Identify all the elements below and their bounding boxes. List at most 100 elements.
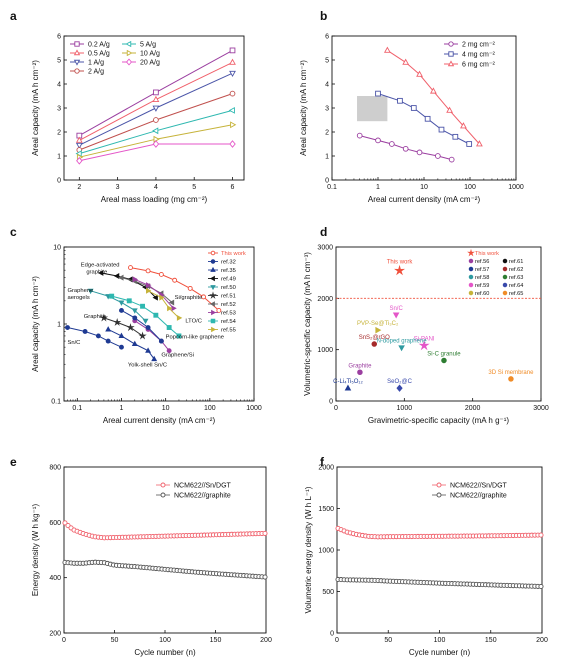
data-point: [229, 140, 236, 148]
legend-marker: [502, 274, 508, 280]
legend-label: ref.57: [475, 267, 489, 273]
annotation-label: Graphene/Si: [161, 352, 194, 358]
legend-marker: [467, 248, 475, 257]
x-axis-label: Areal current density (mA cm⁻²): [103, 416, 216, 425]
data-point: [168, 299, 175, 306]
series-line: [134, 320, 170, 352]
legend-label: ref.51: [221, 294, 236, 300]
data-point: [230, 121, 237, 129]
legend-marker: [502, 266, 508, 272]
legend-marker: [209, 301, 215, 307]
legend-marker: [74, 41, 80, 47]
data-point: [158, 338, 164, 344]
x-tick-label: 100: [464, 184, 476, 191]
data-point: [441, 357, 447, 364]
data-point: [95, 333, 101, 339]
legend-label: This work: [221, 251, 246, 257]
point-label: C-Li₄Ti₅O₁₂: [333, 379, 363, 385]
legend-label: NCM622//graphite: [450, 493, 507, 500]
data-point: [262, 574, 268, 580]
x-tick-label: 50: [384, 637, 392, 644]
y-tick-label: 1000: [317, 347, 333, 354]
point-label: SeO₂@C: [387, 379, 412, 385]
data-point: [187, 285, 193, 291]
legend-label: ref.55: [221, 328, 236, 334]
data-point: [448, 156, 455, 163]
y-tick-label: 4: [57, 82, 61, 89]
data-point: [152, 95, 160, 102]
data-point: [153, 89, 159, 96]
data-point: [118, 300, 125, 306]
x-tick-label: 50: [111, 637, 119, 644]
x-axis-label: Areal mass loading (mg cm⁻²): [101, 195, 208, 204]
point-label: N-doped graphene: [377, 339, 428, 345]
legend-label: 6 mg cm⁻²: [462, 62, 496, 69]
legend-marker: [468, 290, 474, 296]
legend-marker: [436, 482, 442, 488]
data-point: [105, 338, 111, 344]
x-tick-label: 0: [335, 637, 339, 644]
legend-label: NCM622//Sn/DGT: [450, 483, 508, 490]
data-point: [128, 265, 133, 271]
plot-frame: [336, 466, 543, 634]
y-tick-label: 1: [57, 322, 61, 329]
point-label: Si-PANI: [414, 337, 435, 343]
data-point: [146, 282, 152, 289]
x-tick-label: 3: [116, 184, 120, 191]
legend-marker: [125, 58, 133, 66]
y-tick-label: 1000: [318, 548, 334, 555]
data-point: [105, 326, 112, 332]
data-point: [262, 530, 268, 536]
data-point: [113, 317, 122, 326]
point-label: This work: [387, 260, 414, 266]
legend-marker: [468, 282, 474, 288]
x-tick-label: 100: [204, 405, 216, 412]
panel-letter: d: [320, 225, 327, 239]
legend-label: ref.63: [509, 275, 523, 281]
data-point: [371, 341, 378, 347]
series-line: [121, 309, 162, 342]
y-tick-label: 6: [57, 34, 61, 41]
panel-letter: f: [320, 455, 325, 469]
y-tick-label: 0: [57, 178, 61, 185]
legend-label: ref.50: [221, 285, 236, 291]
x-axis-label: Cycle number (n): [134, 648, 196, 657]
data-point: [446, 106, 453, 113]
data-point: [538, 532, 544, 538]
x-tick-label: 150: [210, 637, 222, 644]
data-point: [131, 308, 138, 314]
legend-marker: [210, 318, 216, 324]
y-axis-label: Volumetric energy density (W h L⁻¹): [304, 486, 313, 613]
data-point: [65, 325, 70, 330]
y-tick-label: 0.1: [51, 399, 61, 406]
plot-frame: [63, 466, 267, 634]
data-point: [344, 384, 352, 391]
panel-letter: e: [10, 455, 17, 469]
y-tick-label: 5: [325, 58, 329, 65]
legend-label: NCM622//graphite: [174, 493, 231, 500]
data-point: [375, 137, 381, 144]
data-point: [138, 331, 147, 340]
data-point: [152, 294, 158, 301]
data-point: [388, 141, 395, 147]
x-axis-label: Cycle number (n): [409, 648, 471, 657]
x-tick-label: 6: [231, 184, 235, 191]
legend-marker: [502, 282, 508, 288]
x-tick-label: 0.1: [72, 405, 82, 412]
legend-label: ref.54: [221, 319, 237, 325]
data-point: [229, 47, 236, 54]
data-point: [62, 520, 68, 526]
legend-marker: [502, 258, 508, 264]
data-point: [383, 46, 391, 53]
annotation-label: Graphite: [84, 314, 106, 320]
data-point: [229, 90, 236, 97]
legend-label: 10 A/g: [140, 51, 160, 58]
legend-marker: [448, 51, 454, 57]
y-tick-label: 500: [322, 589, 334, 596]
annotation-label: Si/graphite: [175, 295, 203, 301]
data-point: [75, 142, 83, 150]
y-axis-label: Volumetric-specific capacity (mA h cm⁻³): [303, 252, 312, 396]
point-label: 3D Si membrane: [488, 370, 534, 376]
point-label: Si-C granule: [427, 351, 461, 357]
